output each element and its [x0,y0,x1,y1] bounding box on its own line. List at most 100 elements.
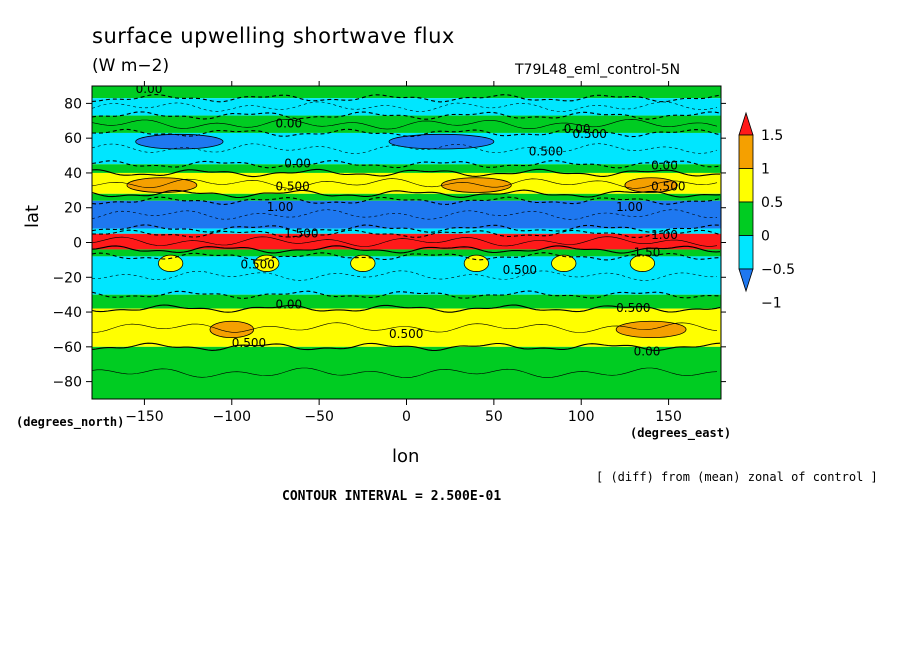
y-tick-label-4: 0 [73,236,82,252]
contour-label-2: 0.00 [564,122,591,136]
x-tick-label-1: −100 [213,409,251,425]
contour-line-10 [92,245,721,254]
axes: −150 −100 −50 0 50 100 150 −80 −60 −40 −20 0 20 40 60 8… [52,81,726,425]
band-14 [92,346,721,399]
contour-line-12 [92,290,721,299]
contour-thin-13 [92,322,718,333]
colorbar-top-triangle [738,111,754,136]
contour-thin-14 [92,367,718,378]
contour-label-17: 0.500 [616,301,650,315]
contour-label-18: 0.500 [232,336,266,350]
contour-thin-1 [92,101,718,112]
colorbar-label-2: 0.5 [761,195,783,211]
x-tick-label-4: 50 [485,409,503,425]
contour-label-0: 0.00 [136,82,163,96]
y-tick-label-1: −60 [52,340,82,356]
contour-label-20: 0.00 [634,345,661,359]
contour-line-11 [92,252,721,261]
chart-units: (W m−2) [92,56,170,76]
colorbar-label-1: 1 [761,162,770,178]
chart-title: surface upwelling shortwave flux [92,24,455,48]
band-11 [92,256,721,295]
contour-label-7: 1.00 [267,200,294,214]
colorbar-bottom-triangle [738,268,754,293]
contour-label-12: 1.00 [651,228,678,242]
band-8 [92,228,721,234]
contour-line-14 [92,342,721,352]
contour-line-3 [92,128,721,138]
contour-label-16: 0.00 [275,298,302,312]
contour-interval: CONTOUR INTERVAL = 2.500E-01 [282,489,502,504]
y-tick-label-8: 80 [64,96,82,112]
x-tick-label-5: 100 [568,409,595,425]
x-tick-label-0: −150 [125,409,163,425]
x-tick-label-2: −50 [304,409,334,425]
colorbar-label-5: −1 [761,296,782,312]
x-tick-label-6: 150 [655,409,682,425]
patch-8 [629,254,656,272]
contour-label-13: 1.50 [634,245,661,259]
run-label: T79L48_eml_control-5N [515,62,681,78]
contour-line-5 [92,168,720,178]
contour-thin-3 [92,143,718,154]
contour-thin-5 [92,178,718,189]
contour-line-4 [92,160,721,169]
band-4 [92,164,721,173]
contour-label-6: 0.500 [275,179,309,193]
y-tick-label-5: 20 [64,201,82,217]
contour-thin-2 [92,118,718,130]
patch-12 [388,133,495,150]
patch-4 [254,254,280,272]
contour-line-6 [92,189,721,199]
contour-label-8: 0.00 [651,158,678,172]
y-tick-label-3: −20 [52,270,82,286]
contour-line-7 [92,196,721,205]
contour-line-2 [92,111,721,120]
contour-label-9: 0.500 [651,179,685,193]
colorbar: 1.5 1 0.5 0 −0.5 −1 [738,111,795,312]
band-1 [92,98,721,116]
contour-label-4: 0.500 [529,145,563,159]
patch-2 [624,177,678,193]
plot-area: 0.000.00 0.000.5000.5000.000.5001.000.000… [92,82,721,399]
band-10 [92,249,721,257]
patch-0 [126,177,198,193]
patch-7 [551,254,577,272]
band-6 [92,193,721,201]
band-0 [92,86,721,99]
patch-1 [441,177,512,193]
x-axis-units: (degrees_east) [630,426,732,440]
y-tick-label-7: 60 [64,131,82,147]
colorbar-label-3: 0 [761,229,770,245]
contour-line-13 [92,304,721,313]
diff-note: [ (diff) from (mean) zonal of control ] [596,470,878,484]
band-12 [92,294,721,309]
colorbar-label-0: 1.5 [761,128,783,144]
contour-label-14: 0.500 [241,258,275,272]
contour-line-9 [92,229,721,239]
contour-label-3: 0.500 [572,127,606,141]
y-tick-label-0: −80 [52,375,82,391]
band-9 [92,233,721,250]
patch-5 [350,254,376,272]
band-13 [92,308,721,347]
contour-thin-9 [92,236,718,247]
y-axis-units: (degrees_north) [16,415,125,429]
colorbar-label-4: −0.5 [761,262,795,278]
contour-thin-11 [92,270,718,281]
contour-label-1: 0.00 [275,117,302,131]
band-5 [92,172,721,194]
patch-11 [135,133,224,150]
contour-label-5: 0.00 [284,157,311,171]
y-tick-label-2: −40 [52,305,82,321]
colorbar-segment-3 [738,168,754,203]
x-tick-label-3: 0 [402,409,411,425]
contour-thin-7 [92,209,718,220]
x-axis-label: lon [392,446,420,467]
band-2 [92,115,721,133]
patch-3 [157,254,184,272]
contour-line-1 [92,93,721,103]
contour-label-10: 1.00 [616,200,643,214]
colorbar-segment-4 [738,134,754,169]
